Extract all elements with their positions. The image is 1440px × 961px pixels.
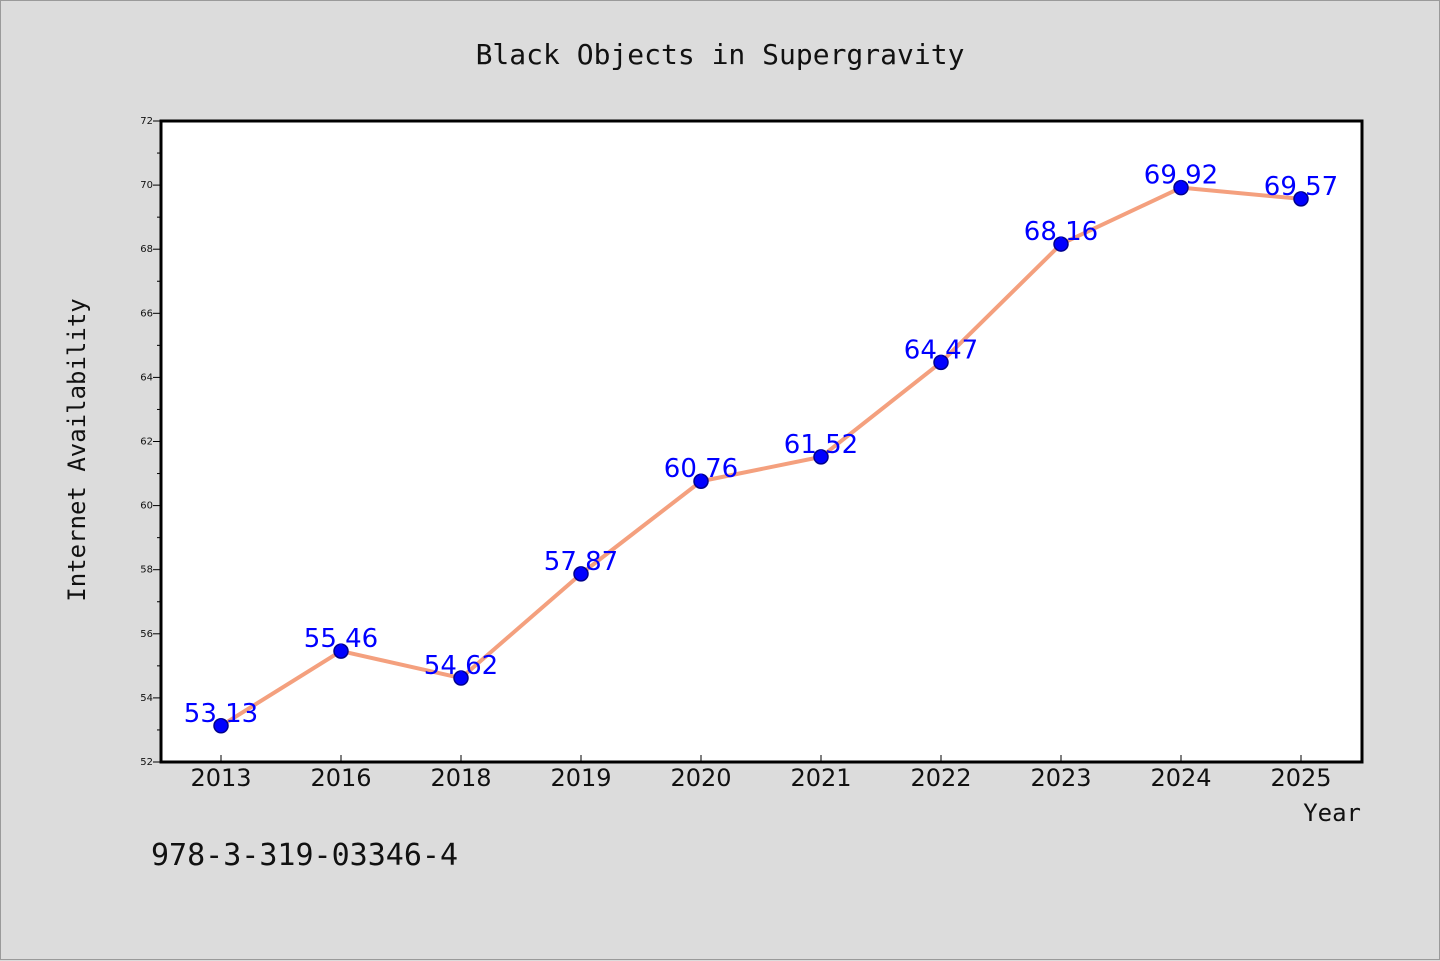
data-point xyxy=(933,354,949,371)
x-tick-label: 2023 xyxy=(1030,764,1091,792)
x-tick-label: 2022 xyxy=(910,764,971,792)
data-label: 57.87 xyxy=(544,547,618,577)
data-label: 53.13 xyxy=(184,699,258,729)
y-tick-label: 60 xyxy=(140,501,153,512)
y-tick-label: 58 xyxy=(140,565,153,576)
x-tick-label: 2013 xyxy=(190,764,251,792)
chart-title: Black Objects in Supergravity xyxy=(476,38,965,71)
data-label: 55.46 xyxy=(304,624,378,654)
x-tick-label: 2016 xyxy=(310,764,371,792)
series-line xyxy=(219,185,1302,728)
data-point xyxy=(693,473,709,489)
x-axis: 2013 2016 2018 2019 2020 2021 2022 2023 2024 2025 xyxy=(190,755,1332,792)
plot-area xyxy=(159,119,1364,764)
data-point xyxy=(213,718,229,734)
x-tick-label: 2019 xyxy=(550,764,611,792)
data-label-group: 53.13 55.46 54.62 57.87 60.76 61.52 64.47 68.16… xyxy=(184,161,1338,729)
data-point xyxy=(573,566,589,582)
x-tick-label: 2020 xyxy=(670,764,731,792)
x-axis-label: Year xyxy=(1303,799,1361,827)
y-axis: 52 54 56 58 60 62 64 66 68 70 72 xyxy=(140,116,161,768)
data-label: 64.47 xyxy=(904,335,978,365)
x-tick-label: 2024 xyxy=(1150,764,1211,792)
data-label: 60.76 xyxy=(664,454,738,484)
y-tick-label: 52 xyxy=(140,757,153,768)
y-tick-label: 64 xyxy=(140,372,153,383)
data-label: 69.92 xyxy=(1144,161,1218,191)
x-tick-label: 2021 xyxy=(790,764,851,792)
data-label: 68.16 xyxy=(1024,217,1098,247)
y-tick-label: 66 xyxy=(140,308,153,319)
data-point xyxy=(1173,179,1189,196)
x-tick-label: 2018 xyxy=(430,764,491,792)
isbn-annotation: 978-3-319-03346-4 xyxy=(151,838,458,873)
data-point xyxy=(1053,236,1069,252)
y-axis-label: Internet Availability xyxy=(63,298,91,601)
y-tick-label: 70 xyxy=(140,180,153,191)
marker-group xyxy=(213,179,1309,734)
data-point xyxy=(1293,191,1309,207)
data-point xyxy=(813,449,829,465)
data-point xyxy=(333,643,349,659)
series-line-group xyxy=(219,185,1302,728)
y-tick-label: 62 xyxy=(140,437,153,448)
data-label: 61.52 xyxy=(784,430,858,460)
data-label: 69.57 xyxy=(1264,172,1338,202)
y-tick-label: 54 xyxy=(140,693,153,704)
y-tick-label: 56 xyxy=(140,629,153,640)
data-label: 54.62 xyxy=(424,651,498,681)
y-tick-label: 68 xyxy=(140,244,153,255)
y-tick-label: 72 xyxy=(140,116,153,127)
data-point xyxy=(453,670,469,686)
x-tick-label: 2025 xyxy=(1270,764,1331,792)
